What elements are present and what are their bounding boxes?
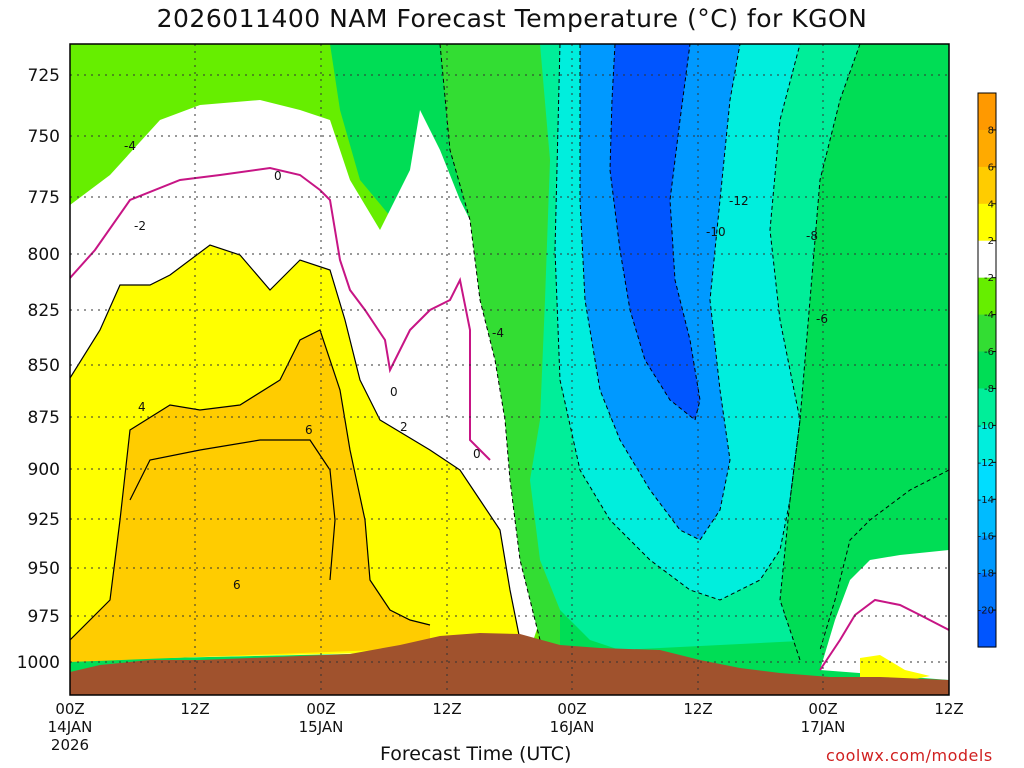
y-tick-label: 900: [28, 460, 60, 480]
contour-label: -10: [706, 225, 726, 239]
x-axis-label: Forecast Time (UTC): [380, 743, 572, 765]
x-tick-time: 00Z: [55, 700, 84, 718]
contour-label: -8: [806, 229, 818, 243]
contour-label: 6: [305, 423, 313, 437]
x-tick-time: 00Z: [306, 700, 335, 718]
colorbar-band: [978, 351, 996, 390]
y-tick-label: 925: [28, 510, 60, 530]
region-white-right-low: [820, 550, 949, 680]
x-tick-date: 14JAN: [48, 718, 93, 736]
y-tick-label: 975: [28, 607, 60, 627]
colorbar-label: -20: [978, 606, 994, 617]
colorbar-label: 6: [988, 162, 994, 173]
colorbar-label: -2: [984, 273, 994, 284]
x-tick-time: 12Z: [432, 700, 461, 718]
colorbar-band: [978, 277, 996, 316]
y-tick-label: 850: [28, 356, 60, 376]
colorbar-label: -18: [978, 569, 994, 580]
y-tick-label: 1000: [17, 653, 60, 673]
region-green-right: [780, 44, 949, 660]
contour-label: 0: [274, 169, 282, 183]
colorbar-band: [978, 93, 996, 131]
colorbar-band: [978, 240, 996, 279]
contour-line-zero-right: [819, 598, 949, 671]
x-tick-time: 12Z: [180, 700, 209, 718]
contour-label: -4: [492, 326, 504, 340]
y-tick-label: 725: [28, 66, 60, 86]
colorbar-label: 8: [988, 125, 994, 136]
contour-label: 0: [390, 385, 398, 399]
terrain: [70, 633, 949, 695]
colorbar-band: [978, 314, 996, 353]
x-tick-year: 2026: [51, 736, 89, 754]
contour-line-dashed-3: [579, 44, 741, 541]
colorbar-band: [978, 129, 996, 168]
colorbar-label: -10: [978, 421, 994, 432]
colorbar-band: [978, 388, 996, 426]
colorbar: 8 6 4 2 -2 -4 -6 -8 -10 -12 -14 -16 -18 -20: [977, 92, 997, 648]
contour-label: -6: [816, 312, 828, 326]
y-tick-label: 775: [28, 188, 60, 208]
contour-label: 6: [233, 578, 241, 592]
contour-line-dashed-6: [819, 469, 949, 651]
x-tick-date: 17JAN: [801, 718, 846, 736]
colorbar-frame: [977, 92, 997, 648]
contour-line-dashed-2: [554, 44, 801, 601]
contour-label: 4: [138, 400, 146, 414]
colorbar-band: [978, 166, 996, 205]
y-tick-label: 825: [28, 301, 60, 321]
colorbar-label: -14: [978, 495, 994, 506]
x-tick-date: 16JAN: [550, 718, 595, 736]
y-tick-label: 750: [28, 127, 60, 147]
chart-title: 2026011400 NAM Forecast Temperature (°C)…: [156, 4, 868, 33]
x-tick-time: 00Z: [557, 700, 586, 718]
colorbar-band: [978, 203, 996, 242]
contour-line-dashed-4: [609, 44, 701, 421]
x-axis: 00Z 14JAN 2026 12Z 00Z 15JAN 12Z 00Z 16J…: [48, 700, 964, 754]
colorbar-label: -16: [978, 532, 994, 543]
colorbar-label: -12: [978, 458, 994, 469]
plot-frame: [69, 43, 950, 696]
y-tick-label: 950: [28, 559, 60, 579]
region-green-slope: [440, 44, 560, 660]
region-cold-core: [610, 44, 700, 420]
contour-label: -4: [124, 139, 136, 153]
colorbar-label: -6: [984, 347, 994, 358]
colorbar-band: [978, 425, 996, 463]
y-axis: 725 750 775 800 825 850 875 900 925 950 …: [17, 66, 60, 673]
colorbar-band: [978, 610, 996, 648]
contour-line-solid-3: [129, 439, 336, 581]
colorbar-label: -4: [984, 310, 994, 321]
region-yellow-right-low: [860, 655, 930, 682]
y-tick-label: 800: [28, 245, 60, 265]
colorbar-band: [978, 573, 996, 611]
colorbar-label: 2: [988, 236, 994, 247]
contour-label: -12: [729, 194, 749, 208]
colorbar-band: [978, 499, 996, 537]
y-tick-label: 875: [28, 408, 60, 428]
colorbar-label: 4: [988, 199, 994, 210]
contour-label: 2: [400, 420, 408, 434]
contour-line-solid-2: [70, 329, 431, 641]
x-tick-date: 15JAN: [299, 718, 344, 736]
x-tick-time: 00Z: [808, 700, 837, 718]
region-orange-core: [70, 330, 430, 662]
x-tick-time: 12Z: [683, 700, 712, 718]
contour-label: -2: [134, 219, 146, 233]
colorbar-label: -8: [984, 384, 994, 395]
contour-line-dashed-5: [779, 44, 861, 661]
colorbar-band: [978, 536, 996, 574]
colorbar-band: [978, 462, 996, 500]
contour-line-solid-1: [70, 244, 521, 641]
credit-text: coolwx.com/models: [826, 746, 993, 765]
x-tick-time: 12Z: [934, 700, 963, 718]
contour-label: 0: [473, 447, 481, 461]
contour-labels: -4 -2 0 4 6 2 0 0 6 -4 -12 -10 -8 -6: [124, 139, 828, 592]
